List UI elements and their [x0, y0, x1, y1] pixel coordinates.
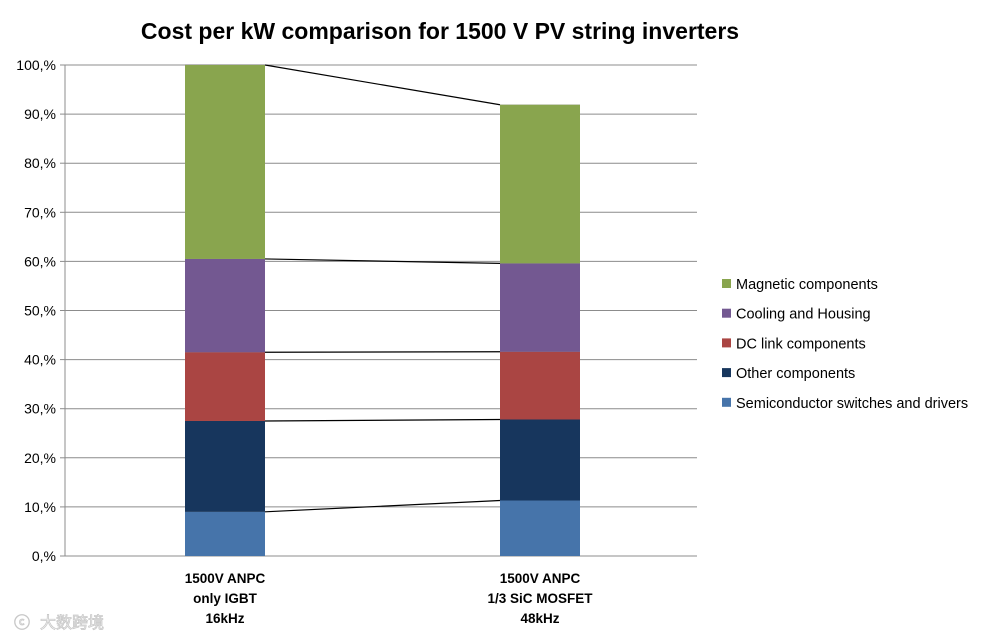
bars [185, 65, 580, 556]
bar-segment [185, 65, 265, 259]
legend-label: DC link components [736, 336, 866, 352]
legend-label: Semiconductor switches and drivers [736, 396, 968, 412]
y-axis: 0,% 10,% 20,% 30,% 40,% 50,% 60,% 70,% 80,% 90,% 1… [16, 57, 66, 564]
bar-segment [500, 351, 580, 420]
connector-line [264, 64, 501, 106]
legend-swatch [722, 338, 731, 348]
y-tick-label: 50,% [24, 303, 56, 319]
connector-line [264, 418, 501, 422]
watermark-logo-icon: ⓒ [14, 614, 30, 632]
bar-segment [185, 352, 265, 421]
legend-label: Cooling and Housing [736, 307, 871, 323]
y-tick-label: 60,% [24, 253, 56, 269]
y-tick-label: 70,% [24, 204, 56, 220]
bar-segment [500, 500, 580, 556]
y-tick-label: 40,% [24, 352, 56, 368]
y-tick-label: 100,% [16, 57, 56, 73]
watermark-text: 大数跨境 [40, 613, 104, 632]
chart-title: Cost per kW comparison for 1500 V PV str… [141, 18, 739, 44]
bar-segment [500, 104, 580, 264]
y-tick-label: 20,% [24, 450, 56, 466]
bar-segment [185, 420, 265, 512]
y-tick-label: 0,% [32, 548, 56, 564]
legend-swatch [722, 308, 731, 318]
y-tick-label: 80,% [24, 155, 56, 171]
legend-swatch [722, 279, 731, 288]
connector-line [264, 258, 501, 264]
legend-swatch [722, 368, 731, 378]
gridlines [65, 64, 697, 557]
bar-segment [500, 263, 580, 352]
watermark: ⓒ 大数跨境 [14, 613, 105, 633]
y-tick-label: 30,% [24, 401, 56, 417]
legend-label: Magnetic components [736, 277, 878, 293]
bar-segment [500, 419, 580, 501]
y-tick-label: 10,% [24, 499, 56, 515]
bar-segment [185, 258, 265, 353]
legend: Magnetic components Cooling and Housing DC… [722, 277, 968, 412]
bar-segment [185, 511, 265, 556]
y-tick-label: 90,% [24, 106, 56, 122]
x-category-label: 1500V ANPC only IGBT 16kHz [185, 571, 266, 626]
x-category-label: 1500V ANPC 1/3 SiC MOSFET 48kHz [487, 571, 593, 626]
x-axis: 1500V ANPC only IGBT 16kHz 1500V ANPC 1/3 Si… [185, 571, 594, 626]
connector-line [264, 499, 501, 513]
legend-swatch [722, 397, 731, 407]
legend-label: Other components [736, 366, 855, 382]
